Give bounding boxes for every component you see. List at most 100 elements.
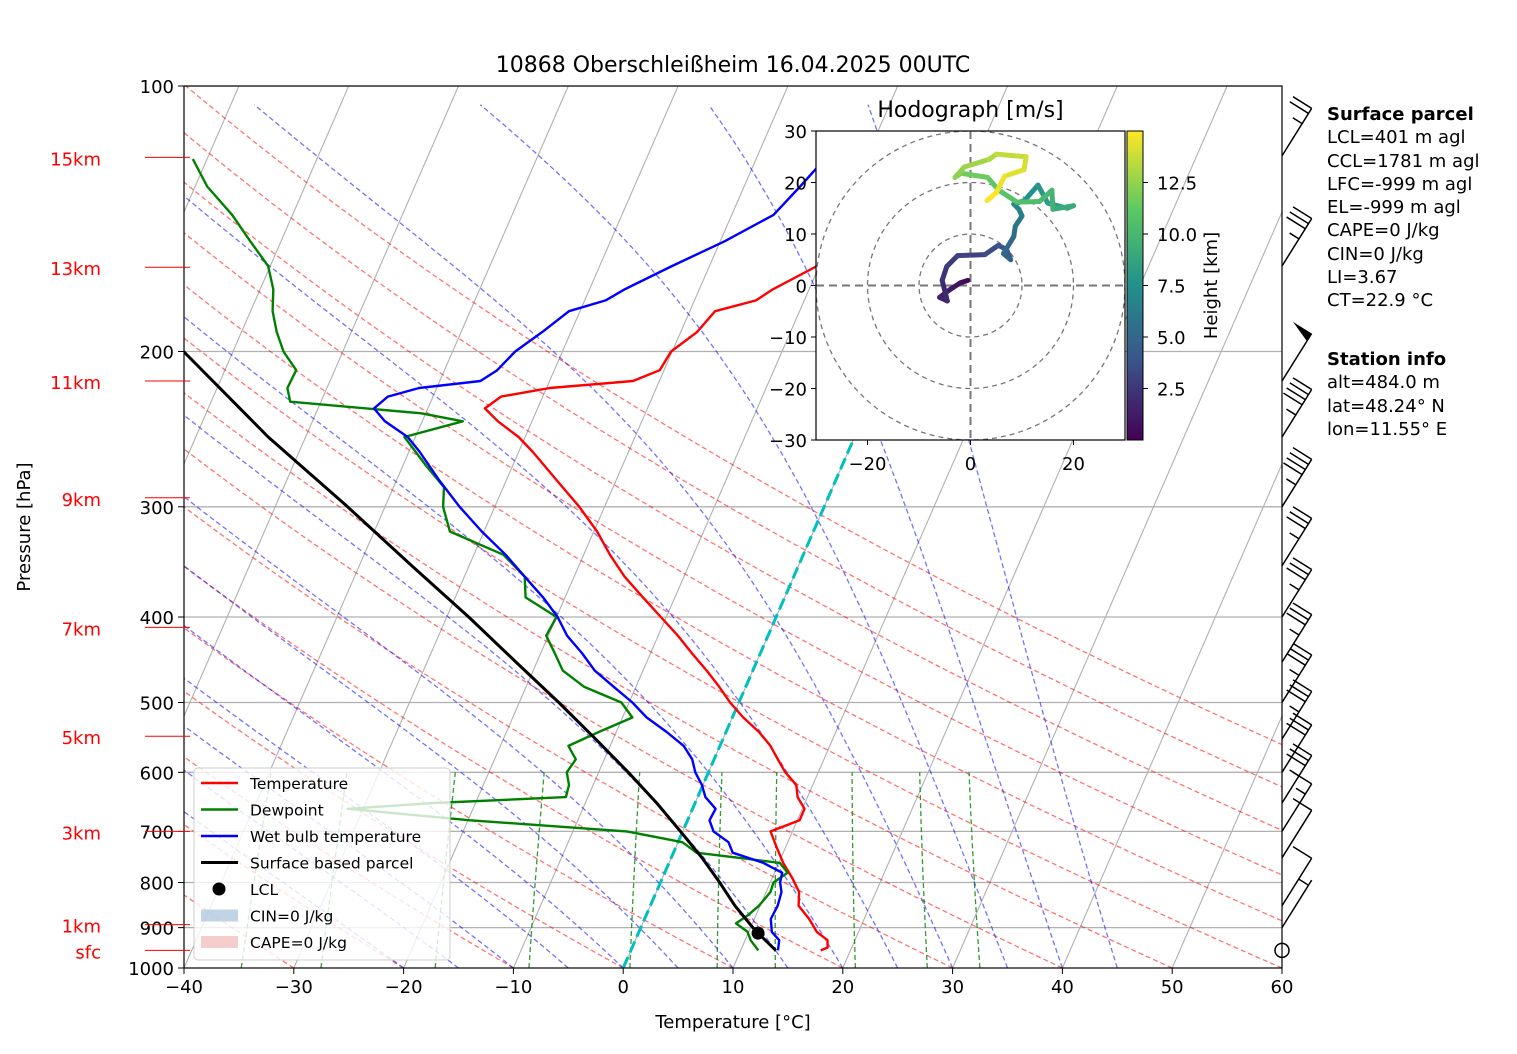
barb-staff [1281, 333, 1313, 382]
x-tick-label: 60 [1271, 977, 1294, 998]
x-tick-label: −20 [385, 977, 423, 998]
height-label: 9km [62, 490, 101, 511]
barb-staff [1281, 569, 1313, 618]
barb-half-flag [1289, 232, 1300, 240]
barb-pennant [1293, 321, 1312, 342]
hodograph-x-tick-label: −20 [849, 454, 887, 475]
mixing-ratio-line [528, 772, 545, 968]
p-tick-label: 400 [140, 608, 174, 629]
hodograph-trace-segment [984, 190, 999, 204]
legend-lcl-marker [212, 882, 226, 896]
moist-adiabat-line [184, 565, 679, 968]
barb-flag [1289, 647, 1309, 661]
isotherm-line [403, 86, 789, 968]
barb-half-flag [1298, 878, 1309, 886]
hodograph-trace-segment [944, 253, 961, 269]
mixing-ratio-line [774, 772, 778, 968]
height-label: 15km [50, 149, 101, 170]
x-tick-label: 10 [722, 977, 745, 998]
mixing-ratio-line [851, 772, 857, 968]
barb-flag [1292, 447, 1313, 460]
mixing-ratio-line [968, 772, 981, 968]
barb-flag [1292, 743, 1313, 757]
moist-adiabat-line [708, 104, 1064, 968]
station-altitude: alt=484.0 m [1327, 372, 1440, 394]
p-tick-label: 300 [140, 498, 174, 519]
isotherm-line [184, 86, 350, 466]
ct-value: CT=22.9 °C [1327, 290, 1434, 312]
barb-flag [1286, 387, 1306, 401]
legend-label: Wet bulb temperature [250, 828, 421, 846]
legend-cin-swatch [201, 909, 238, 922]
dry-adiabat-line [184, 131, 1282, 788]
legend: Temperature Dewpoint Wet bulb temperature S… [193, 767, 451, 961]
barb-staff [1281, 809, 1313, 859]
el-value: EL=-999 m agl [1327, 197, 1461, 219]
dry-adiabat-line [184, 391, 1173, 968]
moist-adiabat-line [479, 104, 1009, 968]
height-label: 11km [50, 373, 101, 394]
hodograph-x-tick-label: 0 [965, 454, 976, 475]
barb-flag [1286, 722, 1306, 736]
barb-staff [1281, 107, 1313, 157]
p-tick-label: 100 [140, 77, 174, 98]
moist-adiabat-line [184, 624, 624, 968]
lcl-value: LCL=401 m agl [1327, 127, 1466, 149]
wind-barb [1281, 743, 1313, 804]
hodograph-y-tick-label: −20 [769, 380, 807, 401]
legend-label: LCL [250, 881, 278, 899]
hodograph-trace-segment [1014, 199, 1043, 205]
cape-value: CAPE=0 J/kg [1327, 220, 1440, 242]
barb-flag [1289, 511, 1309, 525]
barb-staff [1281, 755, 1313, 804]
dewpoint-profile [191, 158, 789, 952]
p-tick-label: 800 [140, 874, 174, 895]
barb-half-flag [1289, 532, 1300, 540]
lfc-value: LFC=-999 m agl [1327, 173, 1473, 195]
p-tick-label: 900 [140, 919, 174, 940]
height-label: 13km [50, 259, 101, 280]
hodograph-plot [816, 131, 1125, 440]
barb-flag [1292, 712, 1313, 726]
wind-barb [1281, 798, 1313, 859]
p-tick-label: 200 [140, 343, 174, 364]
hodograph-trace-segment [1022, 182, 1041, 204]
barb-flag [1289, 101, 1309, 115]
barb-staff [1281, 879, 1313, 929]
barb-flag [1289, 382, 1309, 396]
hodograph-ring [918, 233, 1023, 338]
barb-half-flag [1295, 787, 1306, 795]
dry-adiabat-line [184, 565, 844, 968]
colorbar-tick-label: 5.0 [1157, 328, 1186, 349]
isotherm-line [184, 86, 460, 718]
hodograph-trace-segment [1000, 234, 1017, 257]
barb-flag [1292, 377, 1313, 391]
hodograph-trace-segment [982, 242, 1001, 258]
hodograph-y-tick-label: −10 [769, 328, 807, 349]
chart-title: 10868 Oberschleißheim 16.04.2025 00UTC [496, 53, 971, 78]
wind-barb [1281, 712, 1313, 773]
height-label: 5km [62, 728, 101, 749]
isotherm-line [1061, 462, 1282, 968]
legend-cape-swatch [201, 936, 238, 948]
height-label: 1km [62, 917, 101, 938]
barb-flag [1292, 602, 1313, 616]
wind-barb [1281, 321, 1313, 382]
mixing-ratio-line [919, 772, 928, 968]
parcel-profile [184, 349, 777, 952]
moist-adiabat-line [184, 677, 569, 968]
x-tick-label: 40 [1051, 977, 1074, 998]
colorbar-tick-label: 12.5 [1157, 174, 1197, 195]
barb-flag [1286, 516, 1306, 530]
wind-barb [1281, 377, 1313, 438]
moist-adiabat-line [867, 104, 1118, 968]
ccl-value: CCL=1781 m agl [1327, 150, 1480, 172]
x-axis-label: Temperature [°C] [654, 1012, 810, 1033]
calm-wind-circle [1274, 942, 1290, 959]
barb-staff [1281, 724, 1313, 773]
barb-half-flag [1289, 583, 1300, 591]
x-tick-label: −40 [165, 977, 203, 998]
barb-flag [1292, 845, 1313, 859]
colorbar-tick-label: 10.0 [1157, 225, 1197, 246]
surface-parcel-title: Surface parcel [1327, 104, 1474, 125]
